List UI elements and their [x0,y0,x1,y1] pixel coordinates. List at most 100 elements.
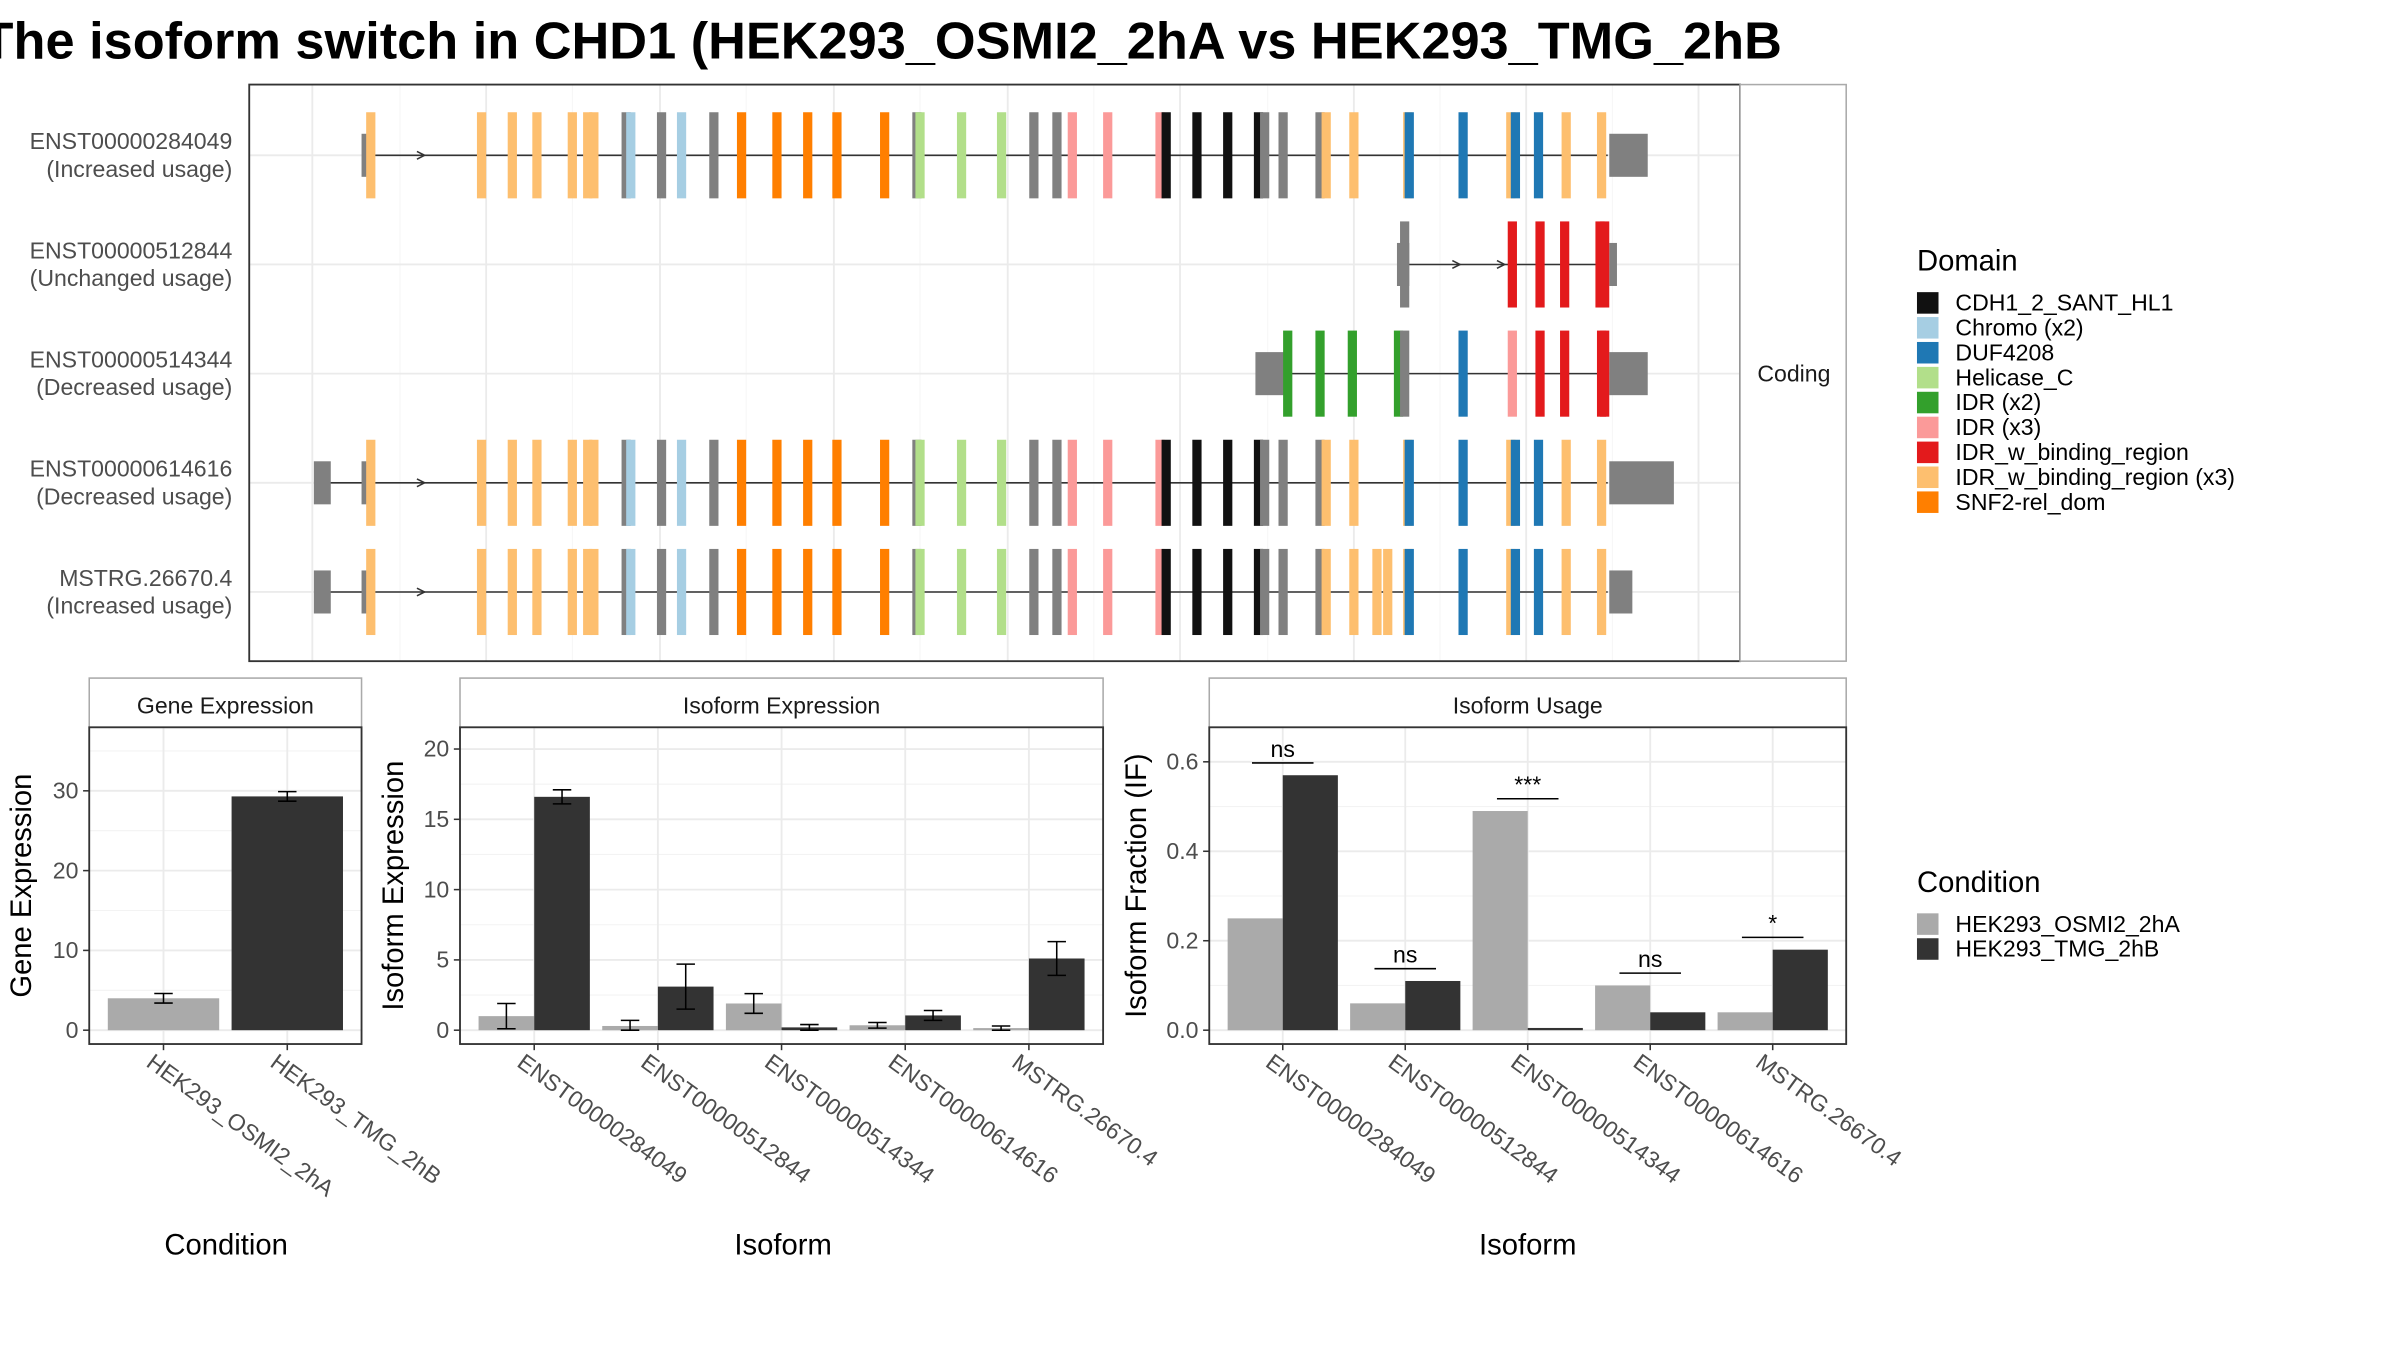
exon-domain [1507,330,1517,417]
exon-domain [956,548,967,636]
exon-noncoding [1278,112,1288,199]
exon-domain [1349,439,1359,526]
domain-legend-label: DUF4208 [1955,339,2054,365]
exon-noncoding [621,112,631,199]
exon-domain [567,548,577,636]
exon-domain [1458,112,1468,199]
exon-noncoding [1315,548,1325,636]
domain-legend-swatch [1916,391,1939,414]
exon-domain [736,112,747,199]
exon-domain [366,439,376,526]
exon-domain [915,548,925,636]
exon-domain [1596,548,1607,636]
transcript-label: ENST00000614616 (Decreased usage) [30,456,233,510]
exon-domain [507,439,517,526]
exon-domain [1321,439,1331,526]
exon-domain [366,548,376,636]
exon-domain [1161,548,1171,636]
exon-domain [1393,330,1404,417]
exon-domain [1283,330,1293,417]
exon-noncoding [1052,112,1062,199]
facet-strip [1739,83,1847,662]
exon-domain [996,112,1007,199]
transcript-status: (Decreased usage) [36,483,232,509]
exon-domain [1067,112,1077,199]
exon-domain [1458,439,1468,526]
exon-noncoding [709,439,719,526]
transcript-status: (Increased usage) [46,156,232,182]
direction-arrow [1451,259,1462,269]
significance-label: ns [1271,736,1295,762]
bar [905,1015,961,1031]
exon-domain [1155,548,1165,636]
exon-domain [567,112,577,199]
exon-domain [1560,221,1570,308]
bar [1282,775,1338,1031]
domain-legend-label: Helicase_C [1955,364,2073,390]
exon-noncoding [1400,221,1410,308]
exon-domain [1561,439,1571,526]
exon-domain [366,112,376,199]
exon-noncoding [1278,439,1288,526]
bar [1717,1012,1773,1031]
bar [1650,1012,1706,1031]
condition-legend-swatch [1916,938,1939,960]
exon-domain [532,548,542,636]
condition-legend-title: Condition [1917,867,2040,899]
transcript-label: ENST00000514344 (Decreased usage) [30,346,233,400]
exon-domain [589,112,599,199]
significance-label: ns [1638,946,1662,972]
condition-legend-label: HEK293_TMG_2hB [1955,936,2159,962]
exon-domain [1533,439,1544,526]
utr-block [313,570,331,614]
bar [1472,811,1528,1031]
exon-domain [803,439,813,526]
y-axis-title: Gene Expression [6,774,38,998]
exon-domain [1347,330,1357,417]
exon-domain [956,439,967,526]
exon-noncoding [621,439,631,526]
panel-title: Isoform Usage [1453,692,1603,718]
exon-noncoding [1029,439,1039,526]
panel-border [88,726,363,1045]
exon-domain [880,548,890,636]
domain-legend-label: CDH1_2_SANT_HL1 [1955,290,2173,316]
exon-noncoding [1315,439,1325,526]
utr-block [1609,352,1648,396]
exon-domain [1253,548,1264,636]
bar [1350,1003,1406,1031]
exon-domain [1349,548,1359,636]
exon-domain [1349,112,1359,199]
utr-block [1609,461,1674,505]
exon-domain [583,548,593,636]
exon-domain [1253,439,1264,526]
domain-legend-label: IDR (x2) [1955,389,2041,415]
domain-legend-swatch [1916,317,1939,339]
exon-domain [532,112,542,199]
transcript-label: ENST00000284049 (Increased usage) [30,128,233,182]
exon-domain [583,112,593,199]
exon-domain [1155,112,1165,199]
exon-domain [1067,548,1077,636]
bar [1772,949,1828,1031]
domain-legend-swatch [1916,341,1939,364]
transcript-status: (Increased usage) [46,593,232,619]
exon-domain [1103,548,1113,636]
exon-domain [1223,548,1233,636]
figure-title: The isoform switch in CHD1 (HEK293_OSMI2… [0,12,1782,71]
domain-legend-swatch [1916,292,1939,314]
exon-noncoding [1029,112,1039,199]
y-axis-title: Isoform Expression [378,761,410,1011]
y-tick-label: 5 [436,947,449,973]
exon-domain [1561,548,1571,636]
utr-block [313,461,331,505]
exon-domain [736,439,747,526]
significance-label: * [1768,910,1777,936]
exon-domain [1535,330,1545,417]
bar [534,796,590,1031]
panel-border [459,726,1105,1045]
panel-strip [459,677,1104,729]
exon-domain [1596,439,1607,526]
exon-domain [772,548,782,636]
exon-domain [476,548,487,636]
